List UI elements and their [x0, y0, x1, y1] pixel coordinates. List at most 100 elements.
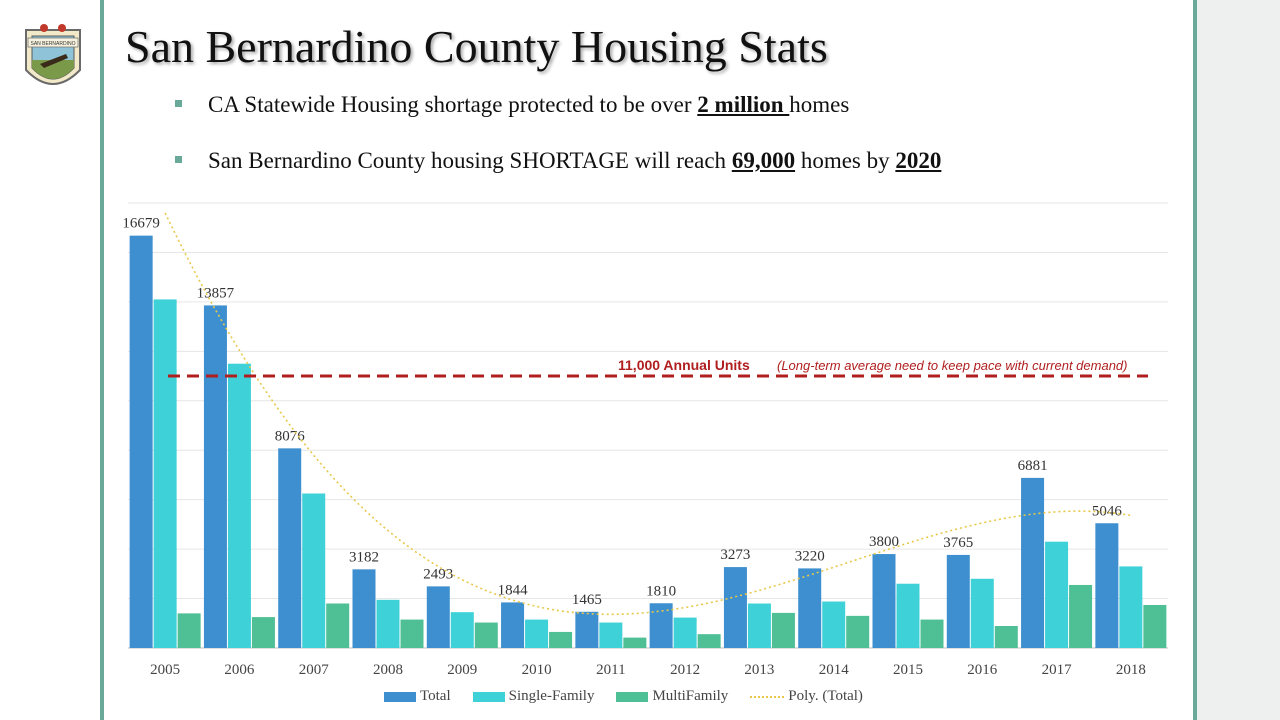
bar-multifamily: [549, 631, 573, 648]
right-margin-band: [1197, 0, 1280, 720]
bullet-square-icon: [175, 156, 182, 164]
bar-single-family: [599, 622, 623, 648]
bar-total: [872, 554, 896, 648]
bar-multifamily: [251, 617, 275, 648]
poly-trendline: [164, 212, 1132, 616]
bar-single-family: [822, 601, 846, 648]
data-label: 3800: [869, 534, 899, 550]
bar-single-family: [227, 363, 251, 648]
legend-label-single-family: Single-Family: [508, 688, 595, 704]
bar-single-family: [970, 578, 994, 648]
left-margin-band: [0, 0, 100, 720]
bar-total: [649, 603, 673, 648]
bullet-emphasis: 69,000: [731, 148, 796, 173]
legend-item-total: Total: [384, 688, 451, 705]
bullet-emphasis: 2 million: [697, 92, 790, 117]
bullet-text: homes by: [795, 148, 896, 173]
bar-multifamily: [1069, 584, 1093, 648]
bar-multifamily: [177, 613, 201, 648]
bar-total: [575, 611, 599, 648]
bullet-statewide: CA Statewide Housing shortage protected …: [175, 92, 849, 118]
bar-multifamily: [474, 622, 498, 648]
bullet-emphasis: 2020: [895, 148, 942, 173]
bar-single-family: [302, 493, 326, 648]
legend-swatch-poly: [750, 695, 785, 698]
bar-total: [723, 567, 747, 648]
data-label: 3220: [795, 548, 825, 564]
bar-multifamily: [400, 619, 424, 648]
reference-line-label: 11,000 Annual Units: [618, 357, 750, 373]
bar-multifamily: [623, 637, 647, 648]
bar-multifamily: [920, 619, 944, 648]
reference-line-note: (Long-term average need to keep pace wit…: [777, 358, 1127, 373]
x-tick-label: 2010: [522, 662, 552, 678]
data-label: 1810: [646, 583, 676, 599]
bar-multifamily: [697, 634, 721, 648]
bar-single-family: [376, 599, 400, 648]
x-tick-label: 2005: [150, 662, 180, 678]
data-label: 1465: [572, 592, 602, 608]
bar-multifamily: [326, 603, 350, 648]
bar-single-family: [1119, 566, 1143, 648]
bar-total: [501, 602, 525, 648]
x-tick-label: 2013: [744, 662, 774, 678]
bar-multifamily: [994, 625, 1018, 648]
legend-swatch-multifamily: [616, 691, 649, 702]
legend-swatch-single-family: [472, 691, 505, 702]
data-label: 8076: [275, 428, 306, 444]
bar-total: [278, 448, 302, 648]
page-title: San Bernardino County Housing Stats: [125, 21, 828, 72]
bar-total: [1095, 523, 1119, 648]
bar-multifamily: [1143, 604, 1167, 648]
data-label: 3765: [943, 535, 973, 551]
bar-single-family: [673, 617, 697, 648]
bullet-text: CA Statewide Housing shortage protected …: [208, 92, 698, 117]
data-label: 5046: [1092, 503, 1123, 519]
bar-total: [203, 305, 227, 648]
county-seal-icon: SAN BERNARDINO: [25, 24, 81, 85]
bar-total: [129, 235, 153, 648]
bar-single-family: [1045, 541, 1069, 648]
data-label: 3273: [720, 547, 750, 563]
legend-item-poly: Poly. (Total): [750, 688, 863, 705]
legend-label-multifamily: MultiFamily: [652, 688, 729, 704]
legend-label-total: Total: [420, 688, 451, 704]
x-tick-label: 2008: [373, 662, 403, 678]
x-tick-label: 2007: [299, 662, 330, 678]
bullet-county: San Bernardino County housing SHORTAGE w…: [175, 148, 941, 174]
x-tick-label: 2015: [893, 662, 923, 678]
legend-item-multifamily: MultiFamily: [616, 688, 728, 705]
legend-item-single-family: Single-Family: [472, 688, 595, 705]
data-label: 16679: [122, 216, 160, 232]
x-tick-label: 2018: [1116, 662, 1146, 678]
bar-single-family: [153, 299, 177, 648]
bar-total: [946, 554, 970, 648]
x-tick-label: 2006: [224, 662, 255, 678]
legend-label-poly: Poly. (Total): [788, 688, 863, 704]
bar-multifamily: [771, 612, 795, 648]
data-label: 13857: [197, 285, 235, 301]
seal-banner-text: SAN BERNARDINO: [30, 41, 75, 47]
bar-total: [798, 568, 822, 648]
x-tick-label: 2009: [447, 662, 477, 678]
x-tick-label: 2012: [670, 662, 700, 678]
bar-single-family: [525, 619, 549, 648]
x-tick-label: 2017: [1042, 662, 1073, 678]
data-label: 1844: [498, 582, 529, 598]
legend-swatch-total: [384, 691, 416, 702]
data-label: 3182: [349, 549, 379, 565]
bar-single-family: [747, 603, 771, 648]
bullet-square-icon: [175, 100, 182, 108]
right-accent-rule: [1193, 0, 1197, 720]
bullet-text: homes: [789, 92, 850, 117]
bar-total: [426, 586, 450, 648]
x-tick-label: 2016: [967, 662, 998, 678]
chart-legend: Total Single-Family MultiFamily Poly. (T…: [384, 688, 863, 705]
bar-total: [1021, 477, 1045, 648]
data-label: 6881: [1018, 458, 1048, 474]
x-tick-label: 2014: [819, 662, 850, 678]
bullet-text: San Bernardino County housing SHORTAGE w…: [208, 148, 732, 173]
left-accent-rule: [100, 0, 104, 720]
bar-single-family: [896, 583, 920, 648]
